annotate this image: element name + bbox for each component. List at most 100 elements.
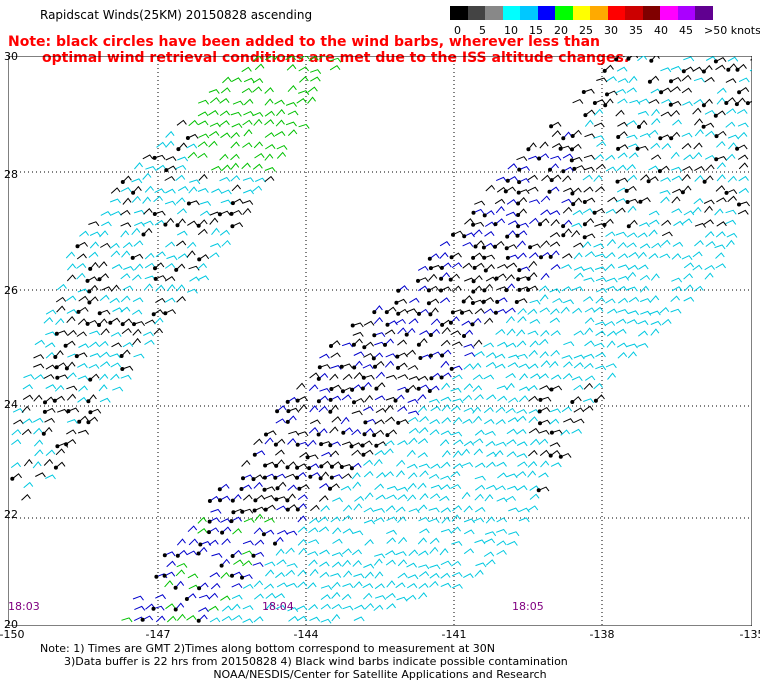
wind-barb [318, 372, 329, 380]
wind-barb [727, 195, 737, 203]
wind-barb [176, 613, 186, 621]
qc-flag-circle [439, 276, 444, 281]
qc-flag-circle [253, 498, 258, 503]
wind-barb [264, 98, 274, 106]
wind-barb [595, 186, 605, 193]
wind-barb [362, 440, 373, 446]
wind-barb [353, 503, 363, 511]
wind-barb [297, 503, 307, 510]
wind-barb [144, 185, 154, 193]
wind-barb [286, 582, 298, 588]
wind-barb [101, 286, 113, 292]
wind-barb [11, 429, 22, 436]
wind-barb [110, 284, 120, 292]
wind-barb [484, 283, 494, 291]
longitude-label: -150 [0, 628, 25, 641]
wind-barb [364, 394, 374, 403]
wind-barb [704, 109, 716, 115]
qc-flag-circle [581, 90, 586, 94]
wind-barb [142, 220, 154, 226]
contamination-note: Note: black circles have been added to t… [8, 34, 629, 66]
wind-barb [384, 448, 394, 455]
wind-barb [550, 330, 561, 336]
wind-barb [341, 342, 353, 348]
wind-barb [574, 165, 586, 170]
wind-barb [319, 353, 330, 359]
wind-barb [538, 429, 550, 435]
wind-barb [428, 473, 440, 479]
wind-barb [198, 546, 208, 554]
wind-barb [585, 109, 596, 116]
wind-barb [429, 564, 441, 570]
wind-barb [681, 142, 692, 150]
qc-flag-circle [372, 433, 377, 438]
wind-barb [704, 264, 715, 271]
wind-barb [198, 275, 210, 281]
wind-barb [363, 352, 374, 358]
qc-flag-circle [54, 331, 59, 336]
wind-barb [406, 308, 418, 314]
wind-barb [595, 365, 607, 371]
qc-flag-circle [504, 288, 509, 293]
wind-barb [727, 56, 739, 62]
qc-flag-circle [482, 288, 487, 293]
wind-barb [703, 199, 715, 205]
qc-flag-circle [174, 267, 179, 272]
wind-barb [363, 470, 374, 478]
wind-barb [296, 463, 308, 469]
wind-barb [220, 189, 232, 195]
wind-barb [396, 459, 406, 467]
wind-barb [485, 361, 497, 368]
wind-barb [373, 604, 384, 611]
wind-barb [440, 572, 451, 579]
wind-barb [572, 187, 582, 194]
wind-barb [275, 548, 285, 556]
wind-barb [495, 485, 506, 491]
qc-flag-circle [10, 476, 15, 481]
wind-barb [187, 573, 199, 579]
wind-barb [121, 617, 133, 623]
qc-flag-circle [341, 430, 346, 435]
wind-barb [550, 219, 560, 226]
wind-barb [747, 100, 752, 104]
qc-flag-circle [572, 166, 577, 171]
wind-barb [617, 152, 628, 159]
wind-barb [516, 298, 528, 304]
qc-flag-circle [273, 475, 278, 480]
wind-barb [122, 241, 133, 249]
wind-barb [33, 394, 43, 402]
legend-label: 0 [454, 24, 461, 37]
qc-flag-circle [371, 356, 376, 361]
qc-flag-circle [649, 58, 654, 63]
qc-flag-circle [416, 278, 420, 283]
qc-flag-circle [537, 409, 542, 414]
wind-barb [571, 229, 581, 238]
qc-flag-circle [352, 365, 357, 370]
qc-flag-circle [87, 300, 92, 305]
qc-flag-circle [428, 333, 433, 337]
wind-barb [342, 427, 353, 434]
qc-flag-circle [471, 279, 476, 284]
wind-barb [549, 360, 559, 368]
wind-barb [353, 397, 365, 403]
wind-barb [265, 144, 276, 150]
wind-barb [221, 526, 232, 533]
wind-barb [648, 98, 660, 104]
wind-barb [681, 255, 693, 260]
wind-barb [22, 418, 33, 424]
wind-barb [232, 494, 242, 501]
wind-barb [571, 396, 582, 403]
wind-barb [297, 441, 309, 447]
wind-barb [639, 243, 651, 249]
wind-barb [12, 408, 24, 413]
wind-barb [109, 297, 120, 304]
wind-barb [397, 516, 407, 524]
wind-barb [615, 56, 625, 60]
wind-barb [34, 374, 45, 380]
wind-barb [451, 526, 461, 533]
wind-barb [606, 238, 616, 246]
wind-barb [627, 198, 639, 204]
wind-barb [528, 349, 538, 357]
wind-barb [374, 450, 385, 456]
wind-barb [540, 396, 552, 402]
